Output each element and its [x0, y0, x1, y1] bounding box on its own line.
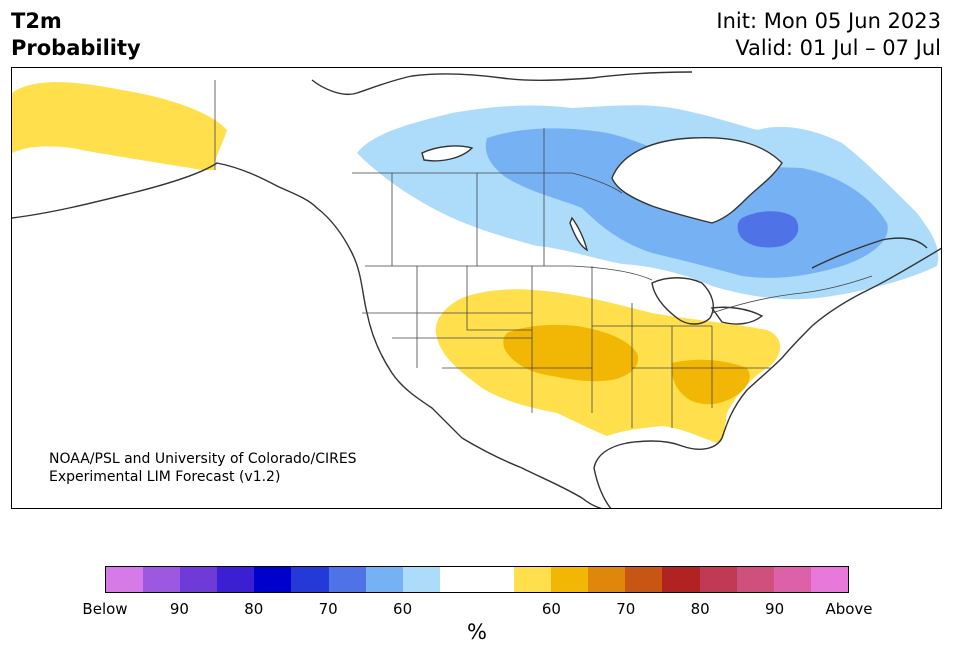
valid-range: Valid: 01 Jul – 07 Jul	[735, 36, 941, 60]
colorbar-swatch	[328, 567, 366, 592]
init-date: Init: Mon 05 Jun 2023	[716, 9, 941, 33]
colorbar-tick-label: 90	[765, 600, 785, 618]
colorbar-swatch	[217, 567, 255, 592]
us-plains-above-70-region	[503, 324, 639, 382]
colorbar	[105, 566, 849, 593]
colorbar-tick-label: 60	[541, 600, 561, 618]
colorbar-tick-label: 70	[616, 600, 636, 618]
colorbar-swatch	[254, 567, 292, 592]
colorbar-swatch	[180, 567, 218, 592]
colorbar-swatch	[106, 567, 144, 592]
colorbar-swatch	[551, 567, 589, 592]
credit-text: NOAA/PSL and University of Colorado/CIRE…	[49, 450, 357, 486]
lake-winnipeg	[570, 218, 587, 250]
colorbar-swatch	[625, 567, 663, 592]
colorbar-swatch	[736, 567, 774, 592]
colorbar-swatch	[476, 567, 515, 592]
colorbar-tick-label: 90	[169, 600, 189, 618]
forecast-dates: Init: Mon 05 Jun 2023 Valid: 01 Jul – 07…	[716, 8, 941, 62]
colorbar-tick-label: 80	[244, 600, 264, 618]
colorbar-tick-label: 60	[393, 600, 413, 618]
colorbar-swatch	[662, 567, 700, 592]
credit-line-1: NOAA/PSL and University of Colorado/CIRE…	[49, 451, 357, 467]
colorbar-unit: %	[467, 620, 487, 644]
hudson-bay	[612, 137, 782, 223]
probability-map	[11, 67, 942, 509]
alaska-above-60-region	[12, 82, 227, 170]
colorbar-swatch	[402, 567, 440, 592]
coastlines	[12, 71, 941, 508]
colorbar-swatch	[439, 567, 477, 592]
colorbar-swatch	[699, 567, 737, 592]
political-borders	[214, 80, 873, 428]
us-southeast-above-70-region	[671, 359, 750, 405]
canada-below-80-region	[737, 211, 799, 248]
colorbar-tick-label: Above	[825, 600, 873, 618]
colorbar-swatch	[773, 567, 811, 592]
title-line-1: T2m	[11, 9, 62, 33]
colorbar-swatch	[588, 567, 626, 592]
colorbar-swatch	[514, 567, 552, 592]
colorbar-tick-label: Below	[82, 600, 128, 618]
credit-line-2: Experimental LIM Forecast (v1.2)	[49, 469, 281, 485]
colorbar-swatch	[291, 567, 329, 592]
colorbar-swatch	[810, 567, 848, 592]
colorbar-tick-label: 70	[318, 600, 338, 618]
map-svg	[12, 71, 941, 508]
colorbar-swatch	[365, 567, 403, 592]
colorbar-swatch	[143, 567, 181, 592]
title-line-2: Probability	[11, 36, 141, 60]
colorbar-tick-label: 80	[690, 600, 710, 618]
chart-title: T2m Probability	[11, 8, 141, 62]
great-slave-lake	[422, 145, 472, 161]
